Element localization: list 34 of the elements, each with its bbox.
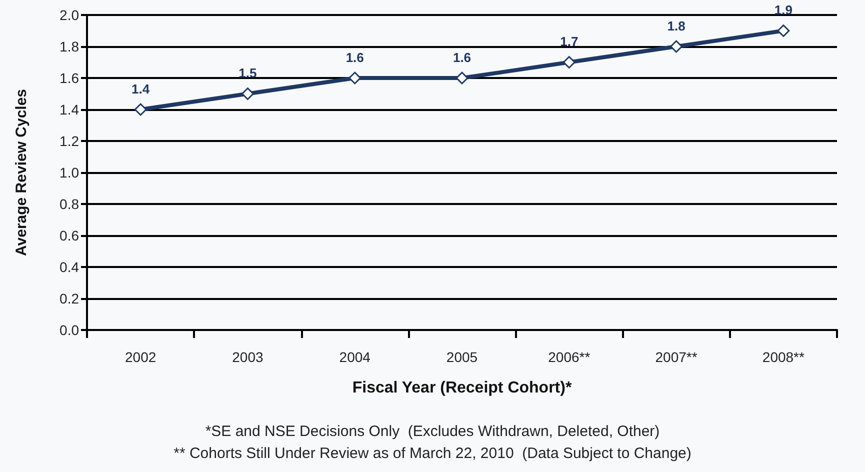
x-tick-label: 2008** — [762, 349, 805, 365]
data-label: 1.6 — [452, 50, 472, 65]
x-tick-label: 2003 — [232, 349, 264, 365]
x-tick-label: 2006** — [548, 349, 591, 365]
point — [241, 88, 254, 100]
y-tick-label: 1.4 — [60, 102, 80, 118]
y-tick-label: 1.2 — [60, 133, 80, 149]
x-axis-title: Fiscal Year (Receipt Cohort)* — [352, 380, 572, 396]
x-tick-label: 2004 — [339, 349, 371, 365]
y-tick-label: 1.0 — [60, 164, 80, 180]
point — [134, 103, 147, 116]
x-tick-label: 2002 — [124, 349, 156, 365]
data-label: 1.5 — [238, 66, 257, 80]
text: *SE and NSE Decisions Only (Excludes Withdrawn, Deleted, Other) — [205, 423, 660, 440]
y-axis-title: Average Review Cycles — [13, 88, 30, 256]
data-label: 1.6 — [346, 50, 364, 65]
data-label: 1.7 — [560, 34, 578, 49]
x-tick-label: 2005 — [446, 349, 478, 365]
point — [562, 56, 576, 68]
data-label: 1.4 — [132, 81, 150, 96]
point — [777, 24, 790, 37]
x-tick-label: 2007** — [655, 349, 698, 365]
y-tick-label: 1.8 — [60, 38, 80, 54]
y-tick-label: 0.8 — [60, 196, 80, 212]
point — [670, 40, 683, 53]
y-tick-label: 0.6 — [60, 228, 80, 244]
y-tick-label: 1.6 — [60, 70, 80, 86]
y-tick-label: 0.4 — [60, 259, 80, 275]
y-tick-label: 2.0 — [60, 7, 80, 23]
y-tick-label: 0.0 — [60, 322, 80, 338]
data-label: 1.8 — [667, 18, 686, 34]
text: ** Cohorts Still Under Review as of March 22, 2010 (Data Subject to Change) — [174, 445, 692, 462]
y-tick-label: 0.2 — [60, 290, 80, 306]
data-label: 1.9 — [774, 2, 792, 18]
